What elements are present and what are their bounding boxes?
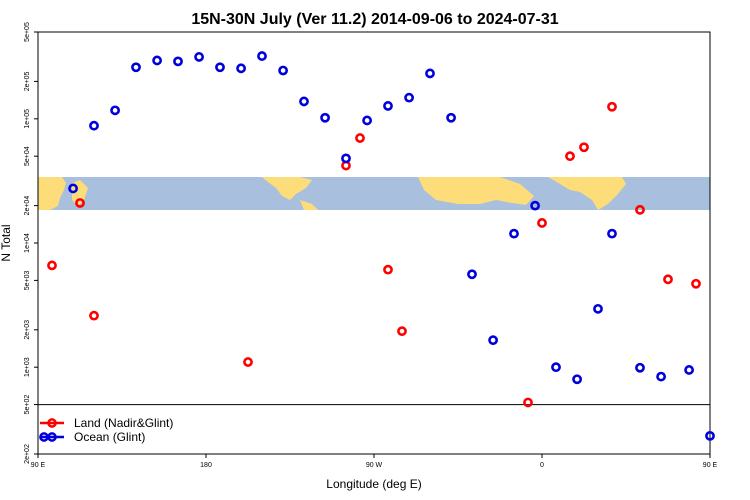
y-tick-label: 2e+02 (24, 444, 31, 464)
land-point (243, 357, 253, 367)
x-tick-label: 90 E (31, 462, 46, 469)
land-point (47, 260, 57, 271)
y-axis: 2e+02 5e+02 1e+03 2e+03 5e+03 1e+04 2e+04 5e+04… (24, 22, 38, 464)
ocean-point (173, 56, 183, 67)
ocean-point (320, 112, 330, 123)
ocean-point (152, 55, 162, 66)
ocean-point (551, 362, 561, 373)
chart-title: 15N-30N July (Ver 11.2) 2014-09-06 to 20… (191, 11, 558, 28)
ocean-point (383, 101, 393, 111)
y-tick-label: 2e+05 (24, 71, 31, 91)
land-point (635, 204, 645, 215)
legend-land-marker (47, 418, 57, 428)
land-point (397, 326, 407, 337)
ocean-point (656, 371, 666, 382)
land-point (355, 133, 365, 143)
ocean-point (299, 96, 309, 107)
ocean-point (404, 92, 414, 103)
legend-land-label: Land (Nadir&Glint) (74, 416, 173, 430)
y-tick-label: 2e+03 (24, 320, 31, 340)
ocean-point (362, 115, 372, 126)
ocean-point (194, 52, 204, 62)
y-tick-label: 5e+03 (24, 270, 31, 290)
y-tick-label: 5e+02 (24, 395, 31, 415)
land-point (383, 264, 393, 275)
y-tick-label: 5e+05 (24, 22, 31, 42)
legend: Land (Nadir&Glint) Ocean (Glint) (39, 416, 173, 444)
ocean-point (705, 430, 715, 441)
ocean-point (341, 153, 351, 164)
land-point (663, 274, 673, 285)
ocean-point (509, 228, 519, 239)
x-axis: 90 E 180 90 W 0 90 E (31, 454, 718, 469)
x-tick-label: 90 W (366, 462, 383, 469)
legend-ocean-marker (47, 432, 57, 442)
x-tick-label: 180 (200, 462, 212, 469)
land-point (607, 101, 617, 112)
x-tick-label: 90 E (703, 462, 718, 469)
land-point (75, 198, 85, 208)
ocean-point (446, 112, 456, 123)
map-land-asia-west (38, 177, 66, 210)
land-point (565, 151, 575, 162)
ocean-point (89, 120, 99, 131)
ocean-point (530, 200, 540, 211)
map-land-india-asia (548, 177, 626, 210)
x-axis-label: Longitude (deg E) (326, 477, 421, 491)
world-map-strip (38, 177, 710, 210)
ocean-point (425, 68, 435, 79)
map-land-central-america (300, 200, 318, 210)
land-point (523, 397, 533, 408)
y-tick-label: 2e+04 (24, 196, 31, 216)
y-tick-label: 5e+04 (24, 146, 31, 166)
ocean-point (236, 63, 246, 74)
ocean-point (467, 269, 477, 280)
land-point (691, 278, 701, 289)
y-tick-label: 1e+03 (24, 357, 31, 377)
series-ocean (68, 51, 715, 441)
land-point (537, 218, 547, 228)
y-axis-label: N Total (0, 224, 13, 261)
plot-area (38, 177, 710, 210)
ocean-point (488, 335, 498, 346)
ocean-point (110, 105, 120, 116)
ocean-point (593, 303, 603, 314)
ocean-point (131, 62, 141, 73)
series-land (47, 101, 701, 408)
map-land-mexico (262, 177, 312, 200)
ocean-point (278, 65, 288, 76)
y-tick-label: 1e+04 (24, 233, 31, 253)
ocean-point (572, 374, 582, 385)
land-point (579, 142, 589, 153)
ocean-point (635, 362, 645, 373)
ocean-point (684, 365, 694, 375)
map-land-africa-arabia (418, 177, 534, 205)
x-tick-label: 0 (540, 462, 544, 469)
legend-ocean-label: Ocean (Glint) (74, 430, 145, 444)
ocean-point (607, 228, 617, 239)
ocean-point (68, 183, 78, 194)
y-tick-label: 1e+05 (24, 109, 31, 129)
land-point (89, 310, 99, 321)
ocean-point (257, 51, 267, 61)
ocean-point (215, 62, 225, 73)
